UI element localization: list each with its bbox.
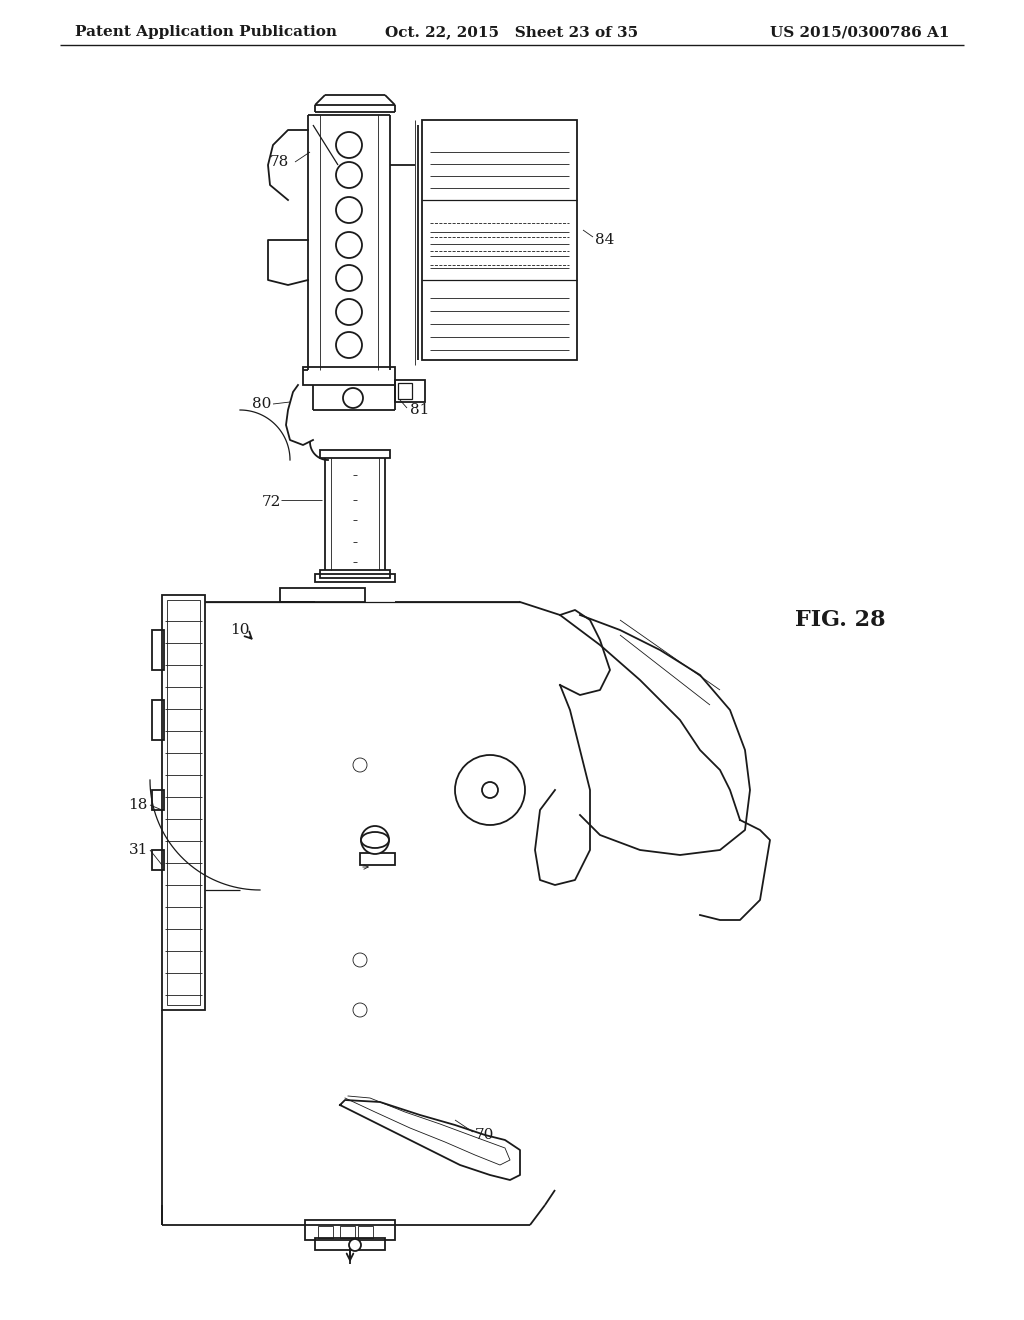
Text: FIG. 28: FIG. 28 bbox=[795, 609, 886, 631]
Text: 10: 10 bbox=[230, 623, 250, 638]
Circle shape bbox=[455, 755, 525, 825]
Circle shape bbox=[482, 781, 498, 799]
Bar bbox=[319, 450, 390, 458]
Circle shape bbox=[353, 1003, 367, 1016]
Bar bbox=[315, 1238, 385, 1250]
Text: Oct. 22, 2015   Sheet 23 of 35: Oct. 22, 2015 Sheet 23 of 35 bbox=[385, 25, 639, 40]
Bar bbox=[303, 367, 395, 385]
Circle shape bbox=[336, 132, 362, 158]
Bar bbox=[152, 630, 164, 671]
Ellipse shape bbox=[361, 832, 389, 847]
Bar bbox=[319, 570, 390, 578]
Bar bbox=[280, 587, 365, 602]
Bar bbox=[318, 1226, 333, 1238]
Bar bbox=[340, 1226, 355, 1238]
Circle shape bbox=[349, 1239, 361, 1251]
Bar bbox=[152, 700, 164, 741]
Bar bbox=[305, 1220, 395, 1239]
Circle shape bbox=[353, 758, 367, 772]
Text: 80: 80 bbox=[252, 397, 271, 411]
Bar bbox=[358, 1226, 373, 1238]
Circle shape bbox=[353, 953, 367, 968]
Circle shape bbox=[336, 197, 362, 223]
Bar bbox=[398, 383, 412, 399]
Circle shape bbox=[336, 232, 362, 257]
Text: Patent Application Publication: Patent Application Publication bbox=[75, 25, 337, 40]
Bar bbox=[315, 574, 395, 582]
Text: 18: 18 bbox=[129, 799, 148, 812]
Bar bbox=[422, 120, 577, 360]
Circle shape bbox=[336, 265, 362, 290]
Circle shape bbox=[336, 333, 362, 358]
Bar bbox=[162, 595, 205, 1010]
Circle shape bbox=[336, 300, 362, 325]
Text: 72: 72 bbox=[262, 495, 282, 510]
Text: US 2015/0300786 A1: US 2015/0300786 A1 bbox=[770, 25, 950, 40]
Text: 78: 78 bbox=[270, 154, 289, 169]
Bar bbox=[360, 853, 395, 865]
Bar bbox=[395, 380, 425, 403]
Circle shape bbox=[336, 162, 362, 187]
Text: 70: 70 bbox=[475, 1129, 495, 1142]
Circle shape bbox=[361, 826, 389, 854]
Circle shape bbox=[343, 388, 362, 408]
Text: 84: 84 bbox=[595, 234, 614, 247]
Bar bbox=[152, 850, 164, 870]
Bar bbox=[152, 789, 164, 810]
Bar bbox=[167, 601, 200, 1005]
Text: 81: 81 bbox=[410, 403, 429, 417]
Text: 31: 31 bbox=[129, 843, 148, 857]
